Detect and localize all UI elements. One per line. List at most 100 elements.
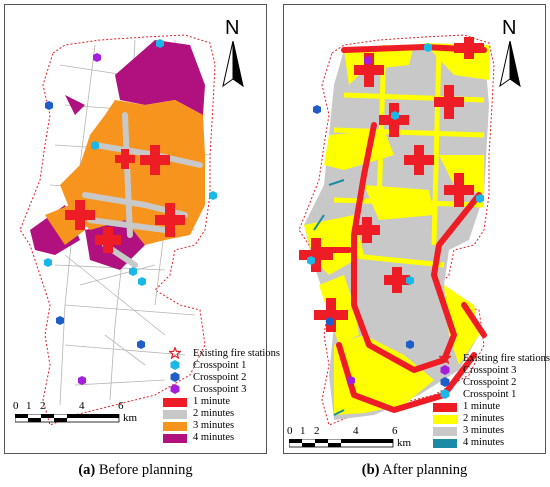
scale-tick: 2 <box>314 425 320 437</box>
fire-station-star-icon <box>163 345 187 361</box>
crosspoint-1-marker <box>209 191 217 200</box>
caption-text: Before planning <box>98 462 193 478</box>
crosspoint-3-marker <box>347 376 355 385</box>
legend-label: 1 minute <box>193 395 231 407</box>
north-label: N <box>502 17 517 39</box>
crosspoint-markers <box>307 43 484 385</box>
scale-tick: 0 <box>287 425 293 437</box>
legend-item: 1 minute <box>163 396 280 408</box>
crosspoint-3-marker <box>78 376 86 385</box>
scale-tick: 0 <box>13 400 19 412</box>
crosspoint-hexagon-icon <box>163 383 187 397</box>
crosspoint-3-marker <box>93 53 101 62</box>
crosspoint-1-marker <box>156 39 164 48</box>
crosspoint-1-marker <box>307 256 315 265</box>
scale-tick: 4 <box>353 425 359 437</box>
legend-label: Crosspoint 1 <box>193 359 247 371</box>
scale-bar: 0 1 2 4 6 km <box>13 400 183 440</box>
legend-swatch <box>433 438 457 448</box>
legend-item: Crosspoint 3 <box>433 365 550 377</box>
legend-swatch <box>433 426 457 436</box>
legend-after: Existing fire stations Crosspoint 3 Crossp… <box>433 350 550 449</box>
crosspoint-2-marker <box>313 105 321 114</box>
scale-bar: 0 1 2 4 6 km <box>287 425 457 455</box>
crosspoint-hexagon-icon <box>163 371 187 385</box>
service-area-map-after <box>298 34 495 426</box>
legend-swatch <box>163 421 187 431</box>
legend-label: Crosspoint 3 <box>193 383 247 395</box>
crosspoint-1-marker <box>129 267 137 276</box>
crosspoint-hexagon-icon <box>163 359 187 373</box>
scale-tick: 6 <box>392 425 398 437</box>
legend-item: 2 minutes <box>433 413 550 425</box>
caption-before: (a) Before planning <box>4 462 267 479</box>
scale-tick: 6 <box>118 400 124 412</box>
legend-item: Crosspoint 3 <box>163 384 280 396</box>
crosspoint-2-marker <box>326 317 334 326</box>
service-area-map-before <box>19 34 217 426</box>
legend-label: 2 minutes <box>193 407 235 419</box>
crosspoint-1-marker <box>391 111 399 120</box>
legend-swatch <box>163 433 187 443</box>
legend-label: 1 minute <box>463 400 501 412</box>
caption-label: (b) <box>361 462 380 478</box>
fire-station-star-icon <box>433 350 457 366</box>
legend-item: Existing fire stations <box>163 345 280 361</box>
scale-unit: km <box>397 437 412 449</box>
crosspoint-3-marker <box>364 56 372 65</box>
legend-item: 3 minutes <box>433 425 550 437</box>
legend-swatch <box>433 414 457 424</box>
legend-label: 4 minutes <box>193 431 235 443</box>
crosspoint-2-marker <box>56 316 64 325</box>
legend-item: 1 minute <box>433 401 550 413</box>
legend-label: Crosspoint 1 <box>463 388 517 400</box>
legend-label: 2 minutes <box>463 412 505 424</box>
legend-before: Existing fire stations Crosspoint 1 Crossp… <box>163 345 280 444</box>
legend-item: 4 minutes <box>433 437 550 449</box>
legend-label: 4 minutes <box>463 436 505 448</box>
legend-item: Crosspoint 1 <box>433 389 550 401</box>
legend-label: Crosspoint 2 <box>193 371 247 383</box>
crosspoint-markers <box>44 39 217 385</box>
legend-item: 2 minutes <box>163 408 280 420</box>
crosspoint-1-marker <box>138 277 146 286</box>
north-arrow-icon <box>222 41 244 88</box>
legend-label: 3 minutes <box>463 424 505 436</box>
crosspoint-2-marker <box>45 101 53 110</box>
crosspoint-1-marker <box>424 43 432 52</box>
caption-text: After planning <box>382 462 468 478</box>
scale-bar-graphic <box>15 414 120 423</box>
crosspoint-1-marker <box>476 194 484 203</box>
legend-item: Crosspoint 2 <box>163 372 280 384</box>
legend-swatch <box>433 402 457 412</box>
zone-4-minutes <box>313 179 345 416</box>
crosspoint-hexagon-icon <box>433 388 457 402</box>
scale-tick: 2 <box>40 400 46 412</box>
scale-bar-graphic <box>289 439 394 448</box>
scale-tick: 4 <box>79 400 85 412</box>
map-panel-before: N Existing fire stations Crosspoint 1 Cros… <box>4 4 280 454</box>
legend-item: Existing fire stations <box>433 350 550 366</box>
crosspoint-1-marker <box>406 276 414 285</box>
legend-label: 3 minutes <box>193 419 235 431</box>
crosspoint-2-marker <box>406 340 414 349</box>
legend-swatch <box>163 409 187 419</box>
crosspoint-2-marker <box>137 340 145 349</box>
legend-label: Existing fire stations <box>463 352 550 364</box>
north-label: N <box>225 17 240 39</box>
zone-1-minute <box>299 37 484 332</box>
legend-label: Existing fire stations <box>193 347 280 359</box>
scale-tick: 1 <box>26 400 32 412</box>
scale-tick: 1 <box>300 425 306 437</box>
legend-item: 4 minutes <box>163 432 280 444</box>
legend-label: Crosspoint 2 <box>463 376 517 388</box>
crosspoint-1-marker <box>91 141 99 150</box>
crosspoint-hexagon-icon <box>433 364 457 378</box>
crosspoint-2-marker <box>44 258 52 267</box>
north-arrow-icon <box>499 41 521 88</box>
map-panel-after: N Existing fire stations Crosspoint 3 Cros… <box>283 4 550 455</box>
caption-label: (a) <box>78 462 96 478</box>
legend-item: Crosspoint 1 <box>163 360 280 372</box>
scale-unit: km <box>123 412 138 424</box>
zone-1-minute <box>65 145 185 253</box>
